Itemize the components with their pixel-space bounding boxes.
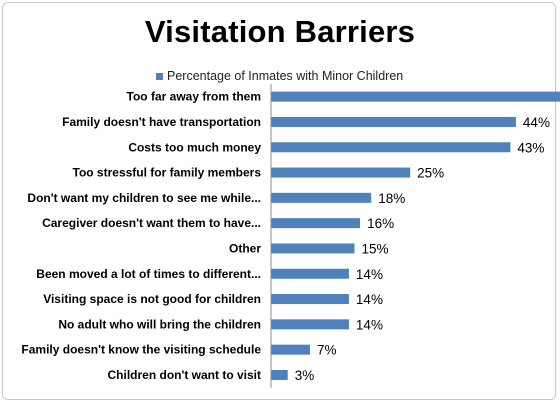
chart-legend: Percentage of Inmates with Minor Childre… — [156, 69, 403, 83]
category-label: Family doesn't know the visiting schedul… — [21, 343, 261, 357]
bar — [271, 192, 372, 203]
category-label: Too stressful for family members — [73, 166, 262, 180]
legend-label: Percentage of Inmates with Minor Childre… — [167, 69, 404, 83]
category-label: No adult who will bring the children — [58, 317, 261, 331]
legend-swatch — [156, 72, 163, 80]
category-label: Caregiver doesn't want them to have... — [42, 216, 261, 230]
data-label: 18% — [378, 191, 405, 206]
category-label: Don't want my children to see me while..… — [27, 191, 261, 205]
bar — [271, 116, 516, 127]
bar — [271, 243, 355, 254]
bar — [271, 369, 288, 380]
category-label: Costs too much money — [128, 140, 261, 154]
bar — [271, 167, 411, 178]
bar — [271, 344, 310, 355]
category-label: Been moved a lot of times to different..… — [36, 267, 261, 281]
data-label: 16% — [367, 216, 394, 231]
chart-marks: Too far away from them58%Family doesn't … — [21, 84, 560, 388]
data-label: 14% — [356, 267, 383, 282]
data-label: 14% — [356, 292, 383, 307]
data-label: 15% — [362, 241, 389, 256]
category-label: Children don't want to visit — [107, 368, 261, 382]
bar — [271, 268, 349, 279]
bar — [271, 142, 511, 153]
bar — [271, 319, 349, 330]
category-label: Too far away from them — [127, 90, 261, 104]
data-label: 43% — [517, 140, 544, 155]
category-label: Visiting space is not good for children — [43, 292, 261, 306]
bar — [271, 294, 349, 305]
bar — [271, 91, 560, 102]
category-label: Other — [229, 241, 261, 255]
data-label: 44% — [523, 115, 550, 130]
category-label: Family doesn't have transportation — [62, 115, 261, 129]
chart-title: Visitation Barriers — [144, 14, 416, 49]
bar — [271, 218, 361, 229]
data-label: 14% — [356, 317, 383, 332]
data-label: 3% — [295, 368, 315, 383]
data-label: 25% — [417, 166, 444, 181]
data-label: 7% — [317, 343, 337, 358]
